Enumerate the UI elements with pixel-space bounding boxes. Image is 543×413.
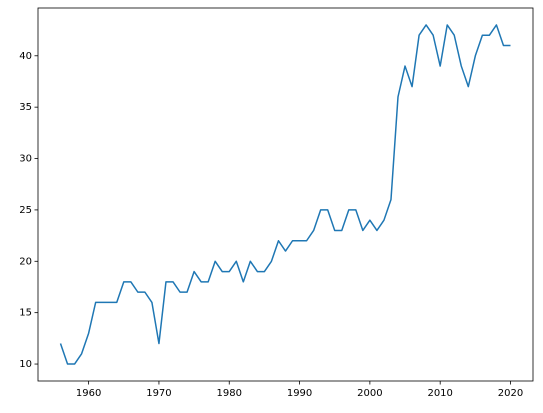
- plot-frame: [37, 7, 534, 382]
- y-tick-label: 35: [19, 102, 32, 113]
- x-tick-label: 1970: [146, 388, 171, 399]
- y-tick-label: 20: [19, 256, 32, 267]
- x-tick-label: 2020: [498, 388, 523, 399]
- x-tick-label: 1980: [217, 388, 242, 399]
- y-tick-label: 40: [19, 51, 32, 62]
- y-tick-label: 15: [19, 308, 32, 319]
- data-line: [59, 24, 511, 365]
- x-tick-label: 1990: [287, 388, 312, 399]
- y-tick-label: 25: [19, 205, 32, 216]
- x-tick-label: 2010: [427, 388, 452, 399]
- x-tick-label: 1960: [76, 388, 101, 399]
- x-tick-label: 2000: [357, 388, 382, 399]
- y-tick-label: 30: [19, 154, 32, 165]
- y-tick-label: 10: [19, 359, 32, 370]
